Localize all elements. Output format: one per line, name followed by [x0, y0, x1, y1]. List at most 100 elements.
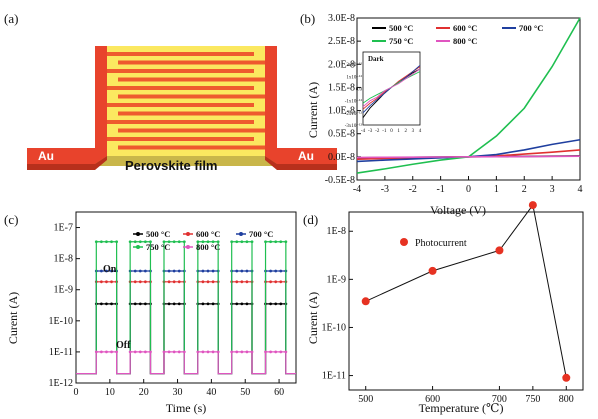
c-series-point — [182, 240, 186, 244]
c-series-point — [133, 240, 137, 244]
c-series-point — [128, 350, 132, 354]
panel-d: (d) 500 600 700 750 800 1E-11 1E-10 1E-9 1E-8 Pho… — [303, 201, 584, 415]
c-series-point — [245, 240, 249, 244]
d-y-tick-label: 1E-9 — [327, 274, 346, 285]
electrode-label-right: Au — [298, 149, 314, 163]
c-series-point — [279, 302, 283, 306]
b-inset-label: Dark — [368, 55, 384, 63]
b-legend-label: 500 °C — [389, 23, 413, 33]
c-series-point — [211, 280, 215, 284]
c-series-line — [76, 303, 296, 375]
electrode-finger — [107, 103, 254, 107]
electrode-finger — [107, 52, 254, 56]
d-series-line — [365, 203, 567, 378]
iv-chart: -4 -3 -2 -1 0 1 2 3 4-0.5E-80.0E-80.5E-81.0E-81.… — [325, 13, 583, 195]
c-series-point — [264, 350, 267, 354]
c-series-point — [279, 269, 283, 273]
panel-d-letter: (d) — [303, 212, 318, 227]
d-data-point — [361, 297, 370, 306]
c-series-point — [143, 240, 147, 244]
c-series-point — [115, 240, 119, 244]
c-annotation-off: Off — [116, 340, 131, 351]
c-series-point — [245, 302, 249, 306]
c-legend-label: 750 °C — [146, 242, 170, 252]
c-series-point — [172, 280, 176, 284]
c-series-point — [201, 302, 205, 306]
c-series-point — [274, 280, 278, 284]
c-annotation-on: On — [103, 264, 117, 275]
b-legend-label: 800 °C — [453, 36, 477, 46]
b-inset-x-tick-label: -4 — [361, 129, 366, 134]
d-x-tick-label: 800 — [559, 394, 574, 405]
c-series-point — [206, 350, 210, 354]
right-electrode-edge — [265, 156, 337, 170]
c-y-tick-label: 1E-7 — [54, 223, 73, 234]
b-inset-x-tick-label: 1 — [397, 129, 400, 134]
d-y-tick-label: 1E-10 — [322, 322, 346, 333]
c-series-point — [177, 302, 181, 306]
panel-a: (a) Au Au Perovskite film — [4, 11, 337, 173]
d-y-tick-label: 1E-8 — [327, 226, 346, 237]
d-data-point — [495, 246, 504, 255]
c-series-point — [110, 240, 113, 244]
c-legend-label: 600 °C — [196, 229, 220, 239]
c-series-point — [206, 280, 210, 284]
c-x-tick-label: 0 — [74, 387, 79, 398]
c-series-point — [167, 350, 171, 354]
d-data-point — [428, 266, 437, 275]
c-y-tick-label: 1E-11 — [49, 347, 73, 358]
b-y-tick-label: 1.5E-8 — [328, 82, 355, 93]
c-series-point — [279, 240, 283, 244]
b-inset-y-tick-label: 2x10⁻¹² — [346, 62, 362, 68]
c-series-point — [177, 280, 181, 284]
c-series-point — [105, 302, 108, 306]
electrode-finger — [118, 94, 265, 99]
c-series-point — [206, 240, 210, 244]
c-legend-label: 500 °C — [146, 229, 170, 239]
b-y-tick-label: 3.0E-8 — [328, 13, 355, 24]
b-y-tick-label: 1.0E-8 — [328, 106, 355, 117]
c-y-tick-label: 1E-9 — [54, 285, 73, 296]
c-series-point — [105, 240, 108, 244]
c-series-point — [143, 280, 147, 284]
c-x-tick-label: 10 — [105, 387, 115, 398]
c-series-point — [235, 350, 239, 354]
panel-b-letter: (b) — [300, 11, 315, 26]
c-series-point — [172, 269, 176, 273]
c-x-tick-label: 20 — [139, 387, 149, 398]
d-legend-marker — [400, 238, 408, 246]
c-series-point — [172, 240, 176, 244]
b-ylabel: Current (A) — [306, 82, 320, 138]
b-x-tick-label: -4 — [353, 184, 361, 195]
c-series-point — [138, 269, 142, 273]
c-series-point — [182, 350, 186, 354]
b-x-tick-label: -2 — [409, 184, 417, 195]
d-xlabel: Temperature (℃) — [419, 401, 504, 415]
c-series-point — [279, 280, 283, 284]
c-series-point — [264, 240, 267, 244]
c-series-point — [143, 350, 147, 354]
d-data-point — [528, 201, 537, 210]
right-electrode — [265, 46, 337, 164]
c-series-point — [167, 280, 171, 284]
c-series-point — [99, 269, 103, 273]
film-edge — [95, 156, 277, 166]
b-inset-x-tick-label: 4 — [419, 129, 422, 134]
c-series-point — [162, 350, 166, 354]
b-inset-y-tick-label: 0.0 — [356, 88, 363, 93]
d-x-tick-label: 500 — [358, 394, 373, 405]
c-series-line — [76, 241, 296, 375]
b-legend-label: 750 °C — [389, 36, 413, 46]
c-y-tick-label: 1E-12 — [49, 378, 73, 389]
b-inset-y-tick-label: 1x10⁻¹² — [346, 74, 362, 80]
c-series-point — [110, 269, 113, 273]
c-series-point — [269, 302, 273, 306]
c-series-point — [235, 302, 239, 306]
c-series-point — [250, 240, 254, 244]
c-series-point — [149, 240, 152, 244]
c-series-point — [105, 269, 108, 273]
c-series-point — [196, 240, 200, 244]
c-series-point — [105, 350, 108, 354]
c-series-point — [196, 350, 200, 354]
panel-c: (c) 0 10 20 30 40 50 60 1E-12 1E-11 1E-10 1E-9 1E-8… — [4, 211, 297, 415]
